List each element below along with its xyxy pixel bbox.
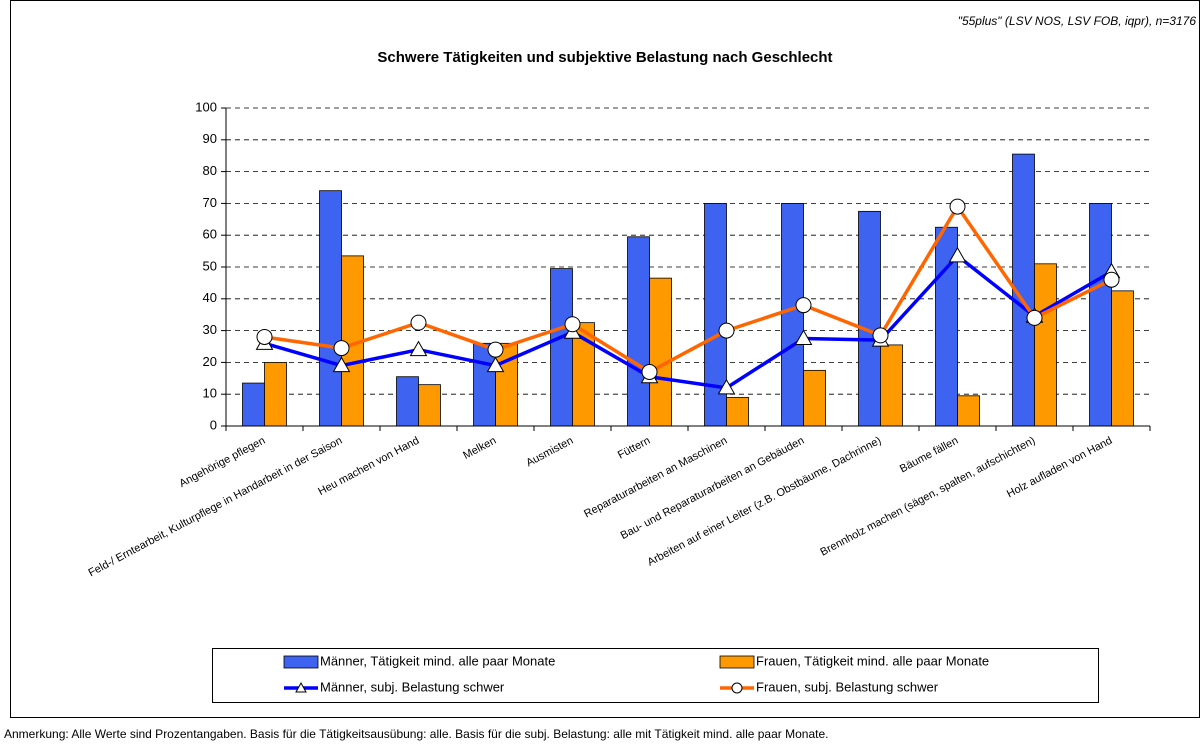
marker (333, 340, 350, 357)
marker (948, 246, 967, 263)
source: "55plus" (LSV NOS, LSV FOB, iqpr), n=317… (958, 14, 1197, 28)
legend-label: Frauen, subj. Belastung schwer (756, 679, 939, 694)
y-tick-label: 0 (210, 417, 217, 432)
bar (418, 384, 441, 427)
line (264, 204, 1113, 374)
marker (1103, 271, 1120, 288)
y-tick-label: 90 (203, 131, 217, 146)
y-tick-label: 60 (203, 227, 217, 242)
marker (409, 340, 428, 357)
y-tick-label: 20 (203, 354, 217, 369)
bar (1089, 202, 1112, 427)
marker (564, 316, 581, 333)
marker (410, 314, 427, 331)
x-tick-label: Ausmisten (524, 435, 575, 470)
bar (627, 236, 650, 427)
marker (718, 322, 735, 339)
legend-label: Männer, subj. Belastung schwer (320, 679, 505, 694)
marker (256, 328, 273, 345)
legend-swatch (283, 655, 319, 669)
bar (1034, 263, 1057, 427)
x-tick-label: Feld-/ Erntearbeit, Kulturpflege in Hand… (87, 435, 345, 580)
bar (957, 395, 980, 427)
x-tick-label: Reparaturarbeiten an Maschinen (582, 435, 729, 521)
bar (803, 369, 826, 427)
legend-marker (731, 682, 743, 694)
y-tick-label: 100 (195, 99, 217, 114)
bar (858, 210, 881, 427)
marker (332, 356, 351, 373)
y-tick-label: 30 (203, 322, 217, 337)
marker (794, 329, 813, 346)
bar (1111, 290, 1134, 427)
y-tick-label: 10 (203, 386, 217, 401)
marker (949, 198, 966, 215)
note: Anmerkung: Alle Werte sind Prozentangabe… (4, 727, 828, 741)
bar (396, 376, 419, 427)
marker (872, 327, 889, 344)
x-tick-label: Füttern (616, 435, 652, 462)
bar (726, 396, 749, 427)
x-tick-label: Melken (461, 435, 498, 462)
marker (487, 341, 504, 358)
marker (486, 356, 505, 373)
legend-swatch (719, 655, 755, 669)
marker (795, 297, 812, 314)
legend-marker (295, 681, 307, 693)
bar (781, 202, 804, 427)
marker (1026, 309, 1043, 326)
y-tick-label: 40 (203, 290, 217, 305)
legend-label: Frauen, Tätigkeit mind. alle paar Monate (756, 653, 989, 668)
marker (717, 378, 736, 395)
chart-title: Schwere Tätigkeiten und subjektive Belas… (377, 49, 832, 66)
bar (319, 190, 342, 427)
x-tick-label: Bäume fällen (898, 435, 960, 476)
y-tick-label: 80 (203, 163, 217, 178)
bar (550, 268, 573, 427)
line (264, 254, 1113, 390)
y-tick-label: 50 (203, 258, 217, 273)
legend-label: Männer, Tätigkeit mind. alle paar Monate (320, 653, 555, 668)
marker (641, 363, 658, 380)
bar (242, 382, 265, 427)
y-tick-label: 70 (203, 195, 217, 210)
bar (649, 277, 672, 427)
legend (212, 648, 1099, 703)
bar (880, 344, 903, 427)
bar (264, 361, 287, 427)
